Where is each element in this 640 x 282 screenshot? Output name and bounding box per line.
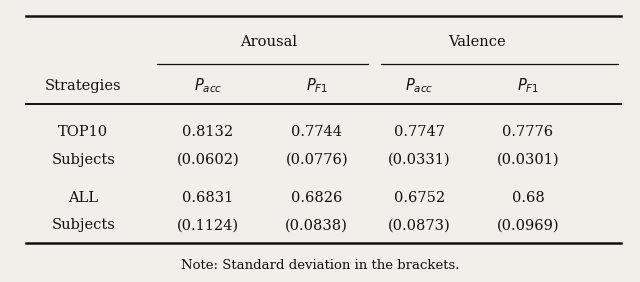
Text: 0.68: 0.68 (511, 191, 545, 205)
Text: Strategies: Strategies (45, 79, 122, 92)
Text: $P_{acc}$: $P_{acc}$ (194, 76, 222, 95)
Text: Subjects: Subjects (51, 218, 115, 232)
Text: (0.0873): (0.0873) (388, 218, 451, 232)
Text: (0.0776): (0.0776) (285, 153, 348, 167)
Text: $P_{F1}$: $P_{F1}$ (306, 76, 328, 95)
Text: (0.1124): (0.1124) (177, 218, 239, 232)
Text: ALL: ALL (68, 191, 99, 205)
Text: TOP10: TOP10 (58, 125, 108, 139)
Text: Valence: Valence (448, 34, 506, 49)
Text: $P_{F1}$: $P_{F1}$ (517, 76, 539, 95)
Text: 0.7776: 0.7776 (502, 125, 554, 139)
Text: $P_{acc}$: $P_{acc}$ (405, 76, 433, 95)
Text: 0.7744: 0.7744 (291, 125, 342, 139)
Text: 0.7747: 0.7747 (394, 125, 445, 139)
Text: 0.6831: 0.6831 (182, 191, 234, 205)
Text: 0.8132: 0.8132 (182, 125, 234, 139)
Text: Note: Standard deviation in the brackets.: Note: Standard deviation in the brackets… (180, 259, 460, 272)
Text: 0.6752: 0.6752 (394, 191, 445, 205)
Text: 0.6826: 0.6826 (291, 191, 342, 205)
Text: (0.0602): (0.0602) (177, 153, 239, 167)
Text: (0.0969): (0.0969) (497, 218, 559, 232)
Text: (0.0301): (0.0301) (497, 153, 559, 167)
Text: (0.0838): (0.0838) (285, 218, 348, 232)
Text: Arousal: Arousal (240, 34, 298, 49)
Text: (0.0331): (0.0331) (388, 153, 451, 167)
Text: Subjects: Subjects (51, 153, 115, 167)
